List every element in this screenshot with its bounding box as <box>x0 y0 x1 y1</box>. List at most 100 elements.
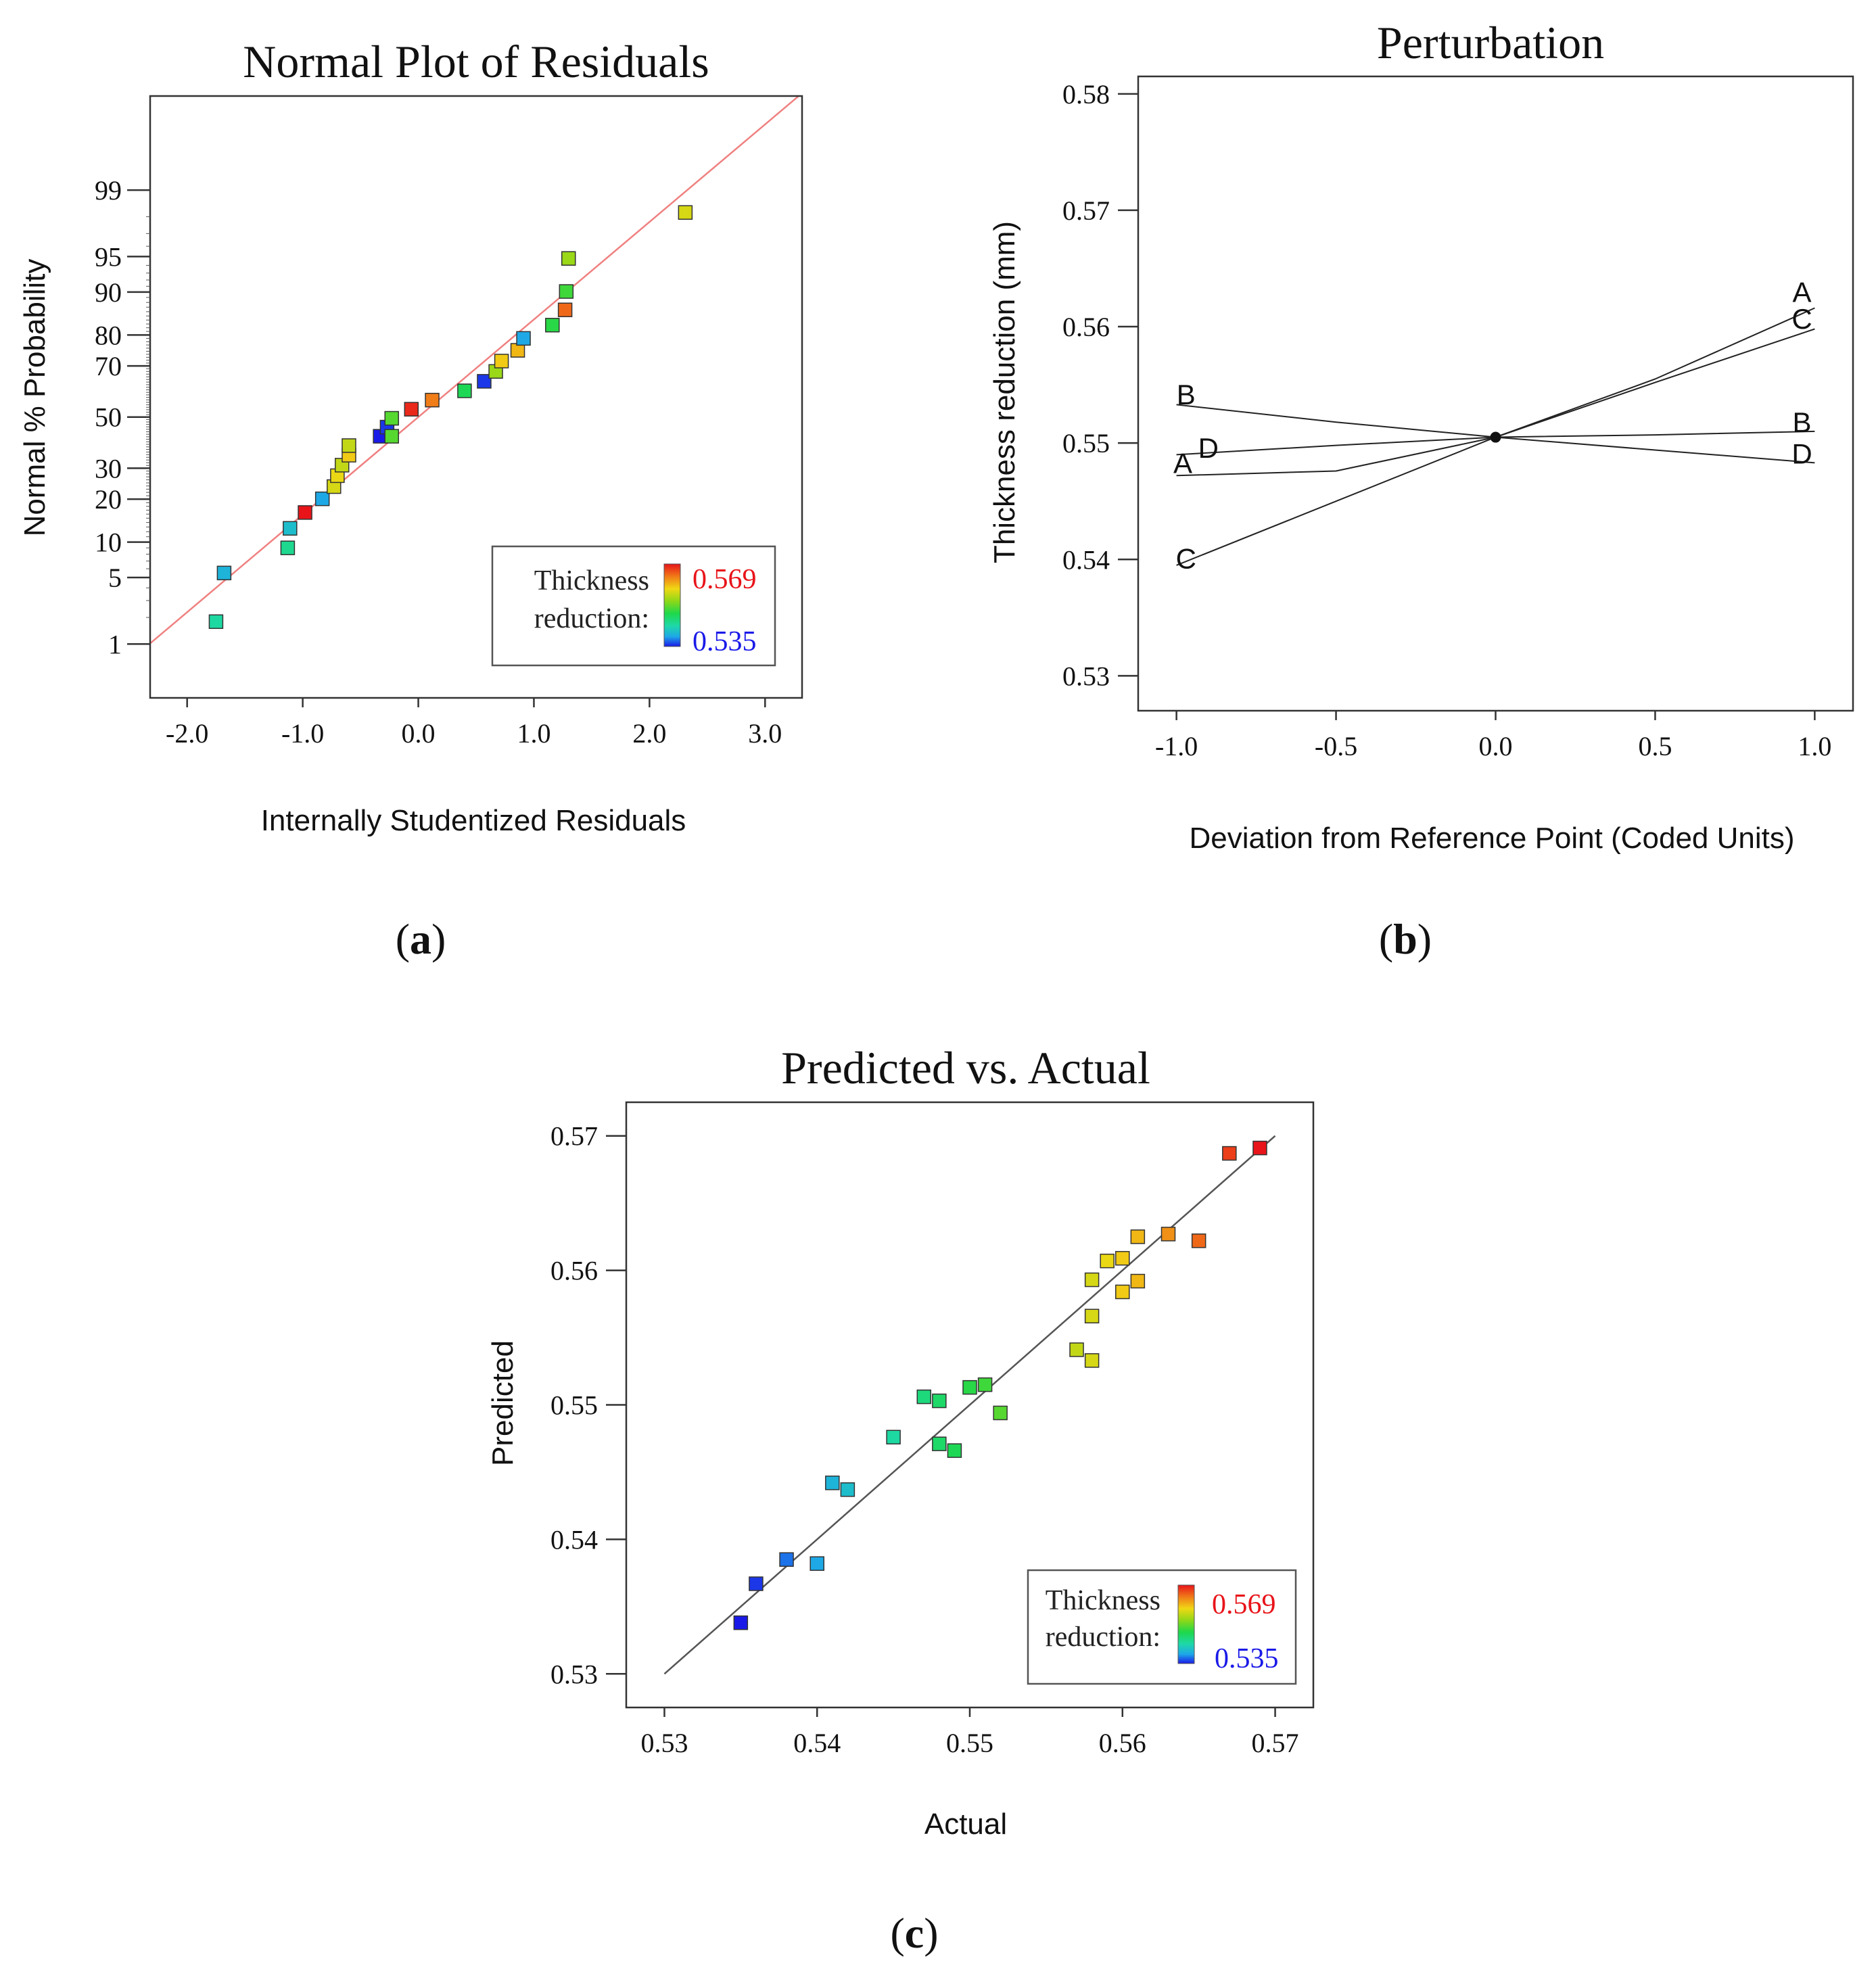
panel-a-point <box>384 410 399 426</box>
panel-b-y-tick-label: 0.53 <box>1062 661 1110 691</box>
panel-a-point <box>561 251 576 266</box>
panel-a-x-tick-label: -2.0 <box>166 718 208 749</box>
panel-b-curve-label: A <box>1792 276 1811 308</box>
panel-c-point <box>1252 1140 1267 1156</box>
panel-c-point <box>1130 1229 1146 1244</box>
panel-b-caption: (b) <box>1379 915 1432 963</box>
panel-c-point <box>1069 1342 1084 1357</box>
panel-a-point <box>678 205 693 220</box>
panel-a-x-tick-label: 2.0 <box>632 718 666 749</box>
panel-a-normal-plot: Normal Plot of Residuals -2.0 -1.0 0.0 1.0 2… <box>18 36 803 963</box>
panel-c-point <box>932 1393 947 1409</box>
panel-b-x-tick-label: 1.0 <box>1798 731 1831 761</box>
panel-a-point <box>280 540 296 555</box>
panel-b-curve-label: A <box>1173 447 1192 479</box>
panel-a-y-tick-label: 95 <box>95 241 122 272</box>
panel-c-x-tick-label: 0.54 <box>793 1728 841 1758</box>
panel-a-y-tick-label: 20 <box>95 484 122 515</box>
panel-c-point <box>749 1576 764 1591</box>
panel-b-y-tick-label: 0.58 <box>1062 79 1110 110</box>
panel-c-y-tick-label: 0.55 <box>550 1390 598 1421</box>
panel-c-point <box>810 1556 824 1571</box>
panel-c-point <box>825 1476 840 1490</box>
panel-b-y-tick-label: 0.54 <box>1062 544 1110 575</box>
panel-b-x-tick-label: -0.5 <box>1315 731 1357 761</box>
panel-b-curves <box>1176 307 1815 566</box>
panel-b-curve-label: B <box>1792 406 1811 438</box>
panel-a-y-tick-label: 10 <box>95 527 122 558</box>
panel-a-point <box>314 491 330 506</box>
panel-c-x-tick-label: 0.56 <box>1099 1728 1146 1758</box>
panel-b-x-axis: -1.0 -0.5 0.0 0.5 1.0 <box>1155 711 1831 761</box>
panel-c-y-tick-label: 0.54 <box>550 1524 598 1555</box>
panel-c-y-tick-label: 0.57 <box>550 1121 598 1152</box>
panel-b-x-label: Deviation from Reference Point (Coded Un… <box>1189 822 1794 855</box>
panel-a-x-label: Internally Studentized Residuals <box>261 804 686 837</box>
panel-c-legend-title-2: reduction: <box>1046 1622 1160 1653</box>
panel-c-y-axis: 0.53 0.54 0.55 0.56 0.57 <box>550 1121 626 1689</box>
panel-a-y-tick-label: 30 <box>95 453 122 484</box>
panel-b-caption-letter: b <box>1393 915 1417 963</box>
panel-a-point <box>208 614 224 630</box>
panel-c-point <box>1160 1227 1176 1242</box>
panel-a-caption-open: ( <box>396 915 410 963</box>
panel-a-y-tick-label: 70 <box>95 351 122 381</box>
panel-c-x-tick-label: 0.57 <box>1252 1728 1299 1758</box>
panel-b-x-tick-label: -1.0 <box>1155 731 1198 761</box>
panel-b-y-axis: 0.53 0.54 0.55 0.56 0.57 0.58 <box>1062 79 1138 691</box>
panel-b-x-tick-label: 0.5 <box>1638 731 1672 761</box>
panel-a-point <box>516 331 531 346</box>
panel-c-x-label: Actual <box>924 1808 1007 1841</box>
panel-c-legend-title-1: Thickness <box>1046 1585 1160 1616</box>
panel-a-point <box>283 521 298 536</box>
panel-a-caption: (a) <box>396 915 446 963</box>
panel-c-fit-line <box>663 1135 1276 1675</box>
panel-c-predicted-vs-actual: Predicted vs. Actual 0.53 0.54 0.55 0.56 0.5… <box>486 1042 1315 1957</box>
panel-c-caption-close: ) <box>924 1909 938 1957</box>
panel-c-y-label: Predicted <box>486 1340 519 1466</box>
panel-c-point <box>1130 1273 1146 1289</box>
panel-b-caption-close: ) <box>1417 915 1432 963</box>
panel-a-x-tick-label: 0.0 <box>402 718 436 749</box>
panel-c-point <box>779 1552 794 1567</box>
panel-a-legend-low: 0.535 <box>693 626 757 657</box>
panel-a-legend-colorbar <box>663 563 681 647</box>
panel-a-point <box>298 505 312 520</box>
panel-a-x-axis: -2.0 -1.0 0.0 1.0 2.0 3.0 <box>166 698 782 749</box>
panel-b-y-label: Thickness reduction (mm) <box>988 221 1021 563</box>
panel-c-legend-box <box>1027 1569 1297 1685</box>
panel-a-point <box>425 392 440 408</box>
panel-a-fit-line-group <box>150 96 800 644</box>
panel-c-point <box>947 1443 962 1458</box>
panel-b-curve-label: D <box>1198 432 1219 464</box>
panel-a-legend-high: 0.569 <box>693 564 757 595</box>
panel-a-point <box>457 383 472 398</box>
panel-b-title: Perturbation <box>1377 17 1604 68</box>
panel-a-y-label: Normal % Probability <box>18 259 51 537</box>
panel-a-x-tick-label: 1.0 <box>517 718 550 749</box>
panel-c-point <box>1222 1146 1237 1161</box>
panel-c-caption: (c) <box>890 1909 938 1957</box>
panel-a-legend-title-1: Thickness <box>534 565 649 596</box>
panel-a-fit-line <box>150 96 800 644</box>
panel-a-legend: Thickness reduction: 0.569 0.535 <box>491 545 776 667</box>
panel-a-caption-letter: a <box>410 915 431 963</box>
panel-b-reference-point <box>1490 431 1501 443</box>
panel-c-point <box>840 1482 855 1497</box>
panel-c-point <box>1115 1284 1130 1300</box>
panel-a-points <box>208 205 693 630</box>
panel-a-point <box>216 565 232 581</box>
panel-b-plot-frame <box>1137 75 1854 712</box>
panel-b-caption-open: ( <box>1379 915 1393 963</box>
panel-b-curve-c <box>1176 328 1815 566</box>
panel-b-y-tick-label: 0.56 <box>1062 312 1110 342</box>
panel-c-fit-line-group <box>663 1135 1276 1675</box>
panel-a-x-tick-label: -1.0 <box>281 718 324 749</box>
panel-c-legend-low: 0.535 <box>1215 1643 1279 1674</box>
panel-c-point <box>993 1405 1008 1421</box>
panel-b-curve-label: C <box>1791 303 1812 335</box>
panel-c-point <box>916 1389 932 1405</box>
